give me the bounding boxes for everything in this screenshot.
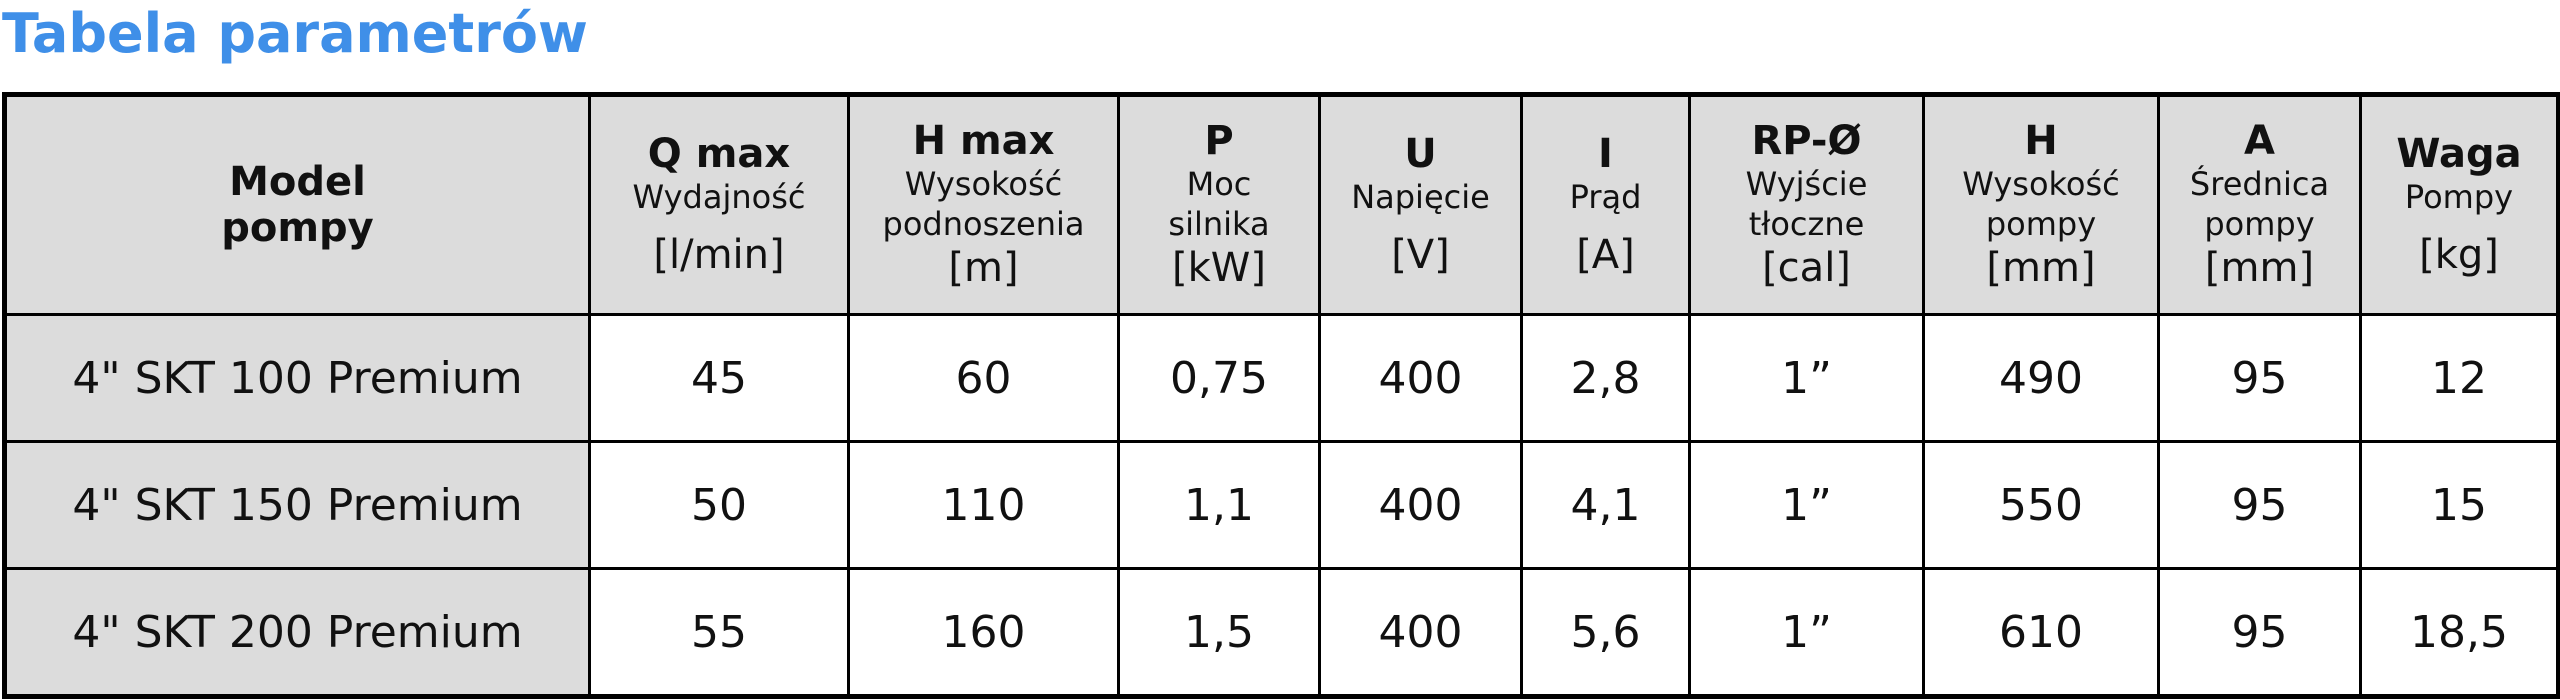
column-name: Model [229,159,366,205]
column-unit: [mm] [1986,245,2096,291]
value-cell: 400 [1318,313,1523,443]
model-cell: 4" SKT 100 Premium [3,313,591,443]
value-cell: 550 [1922,440,2160,570]
column-name: A [2244,118,2275,164]
header-cell: A Średnica pompy [mm] [2157,93,2362,316]
value-cell: 18,5 [2359,567,2560,698]
column-unit: [kg] [2419,232,2499,278]
header-cell: H max Wysokość podnoszenia [m] [847,93,1120,316]
column-name: pompy [221,205,374,251]
column-name: I [1598,131,1613,177]
value-cell: 160 [847,567,1120,698]
value-cell: 95 [2157,313,2362,443]
value-cell: 1” [1688,567,1925,698]
value-cell: 5,6 [1520,567,1691,698]
column-name: RP-Ø [1751,118,1862,164]
value-cell: 610 [1922,567,2160,698]
value-cell: 2,8 [1520,313,1691,443]
value-cell: 4,1 [1520,440,1691,570]
column-description: Wysokość [1962,165,2120,203]
column-description: Wyjście [1745,165,1868,203]
header-cell: Q max Wydajność [l/min] [588,93,850,316]
column-name: U [1404,131,1437,177]
column-unit: [m] [948,245,1019,291]
spacer [1321,217,1520,231]
value-cell: 1” [1688,440,1925,570]
column-description: Wysokość [904,165,1063,203]
value-cell: 1,1 [1117,440,1321,570]
column-description: Wydajność [632,178,806,216]
parameter-table: Model pompy Q max Wydajność [l/min] H max Wyso… [2,92,2560,699]
table-row: 4" SKT 100 Premium 45 60 0,75 400 2,8 1” 490 95 1… [3,313,2560,443]
value-cell: 12 [2359,313,2560,443]
header-cell: P Moc silnika [kW] [1117,93,1321,316]
column-description: silnika [1168,205,1270,243]
column-description: pompy [1985,205,2097,243]
value-cell: 110 [847,440,1120,570]
spacer [1523,217,1688,231]
column-unit: [mm] [2204,245,2315,291]
table-row: 4" SKT 200 Premium 55 160 1,5 400 5,6 1” 610 95 1… [3,567,2560,698]
header-cell: I Prąd [A] [1520,93,1691,316]
column-name: Q max [647,131,791,177]
model-cell: 4" SKT 150 Premium [3,440,591,570]
column-description: pompy [2204,205,2315,243]
column-unit: [cal] [1762,245,1851,291]
spacer [2362,217,2556,231]
column-name: Waga [2396,131,2522,177]
value-cell: 95 [2157,440,2362,570]
column-unit: [l/min] [653,232,785,278]
column-description: Moc [1186,165,1252,203]
value-cell: 50 [588,440,850,570]
column-unit: [A] [1576,232,1635,278]
column-description: Napięcie [1351,178,1490,216]
value-cell: 1” [1688,313,1925,443]
column-description: podnoszenia [882,205,1085,243]
header-cell: Model pompy [3,93,591,316]
model-cell: 4" SKT 200 Premium [3,567,591,698]
value-cell: 55 [588,567,850,698]
value-cell: 15 [2359,440,2560,570]
column-name: H max [912,118,1055,164]
header-cell: H Wysokość pompy [mm] [1922,93,2160,316]
table-row: 4" SKT 150 Premium 50 110 1,1 400 4,1 1” 550 95 1… [3,440,2560,570]
column-description: Prąd [1569,178,1642,216]
column-unit: [kW] [1172,245,1266,291]
column-unit: [V] [1391,232,1450,278]
page-title: Tabela parametrów [2,2,588,65]
header-cell: RP-Ø Wyjście tłoczne [cal] [1688,93,1925,316]
header-cell: Waga Pompy [kg] [2359,93,2560,316]
spacer [591,217,847,231]
header-cell: U Napięcie [V] [1318,93,1523,316]
value-cell: 60 [847,313,1120,443]
value-cell: 400 [1318,567,1523,698]
value-cell: 400 [1318,440,1523,570]
value-cell: 1,5 [1117,567,1321,698]
column-description: Pompy [2404,178,2514,216]
header-row: Model pompy Q max Wydajność [l/min] H max Wyso… [3,93,2560,316]
value-cell: 95 [2157,567,2362,698]
column-description: Średnica [2189,165,2330,203]
value-cell: 0,75 [1117,313,1321,443]
column-name: P [1204,118,1234,164]
value-cell: 45 [588,313,850,443]
column-description: tłoczne [1748,205,1865,243]
column-name: H [2024,118,2058,164]
value-cell: 490 [1922,313,2160,443]
